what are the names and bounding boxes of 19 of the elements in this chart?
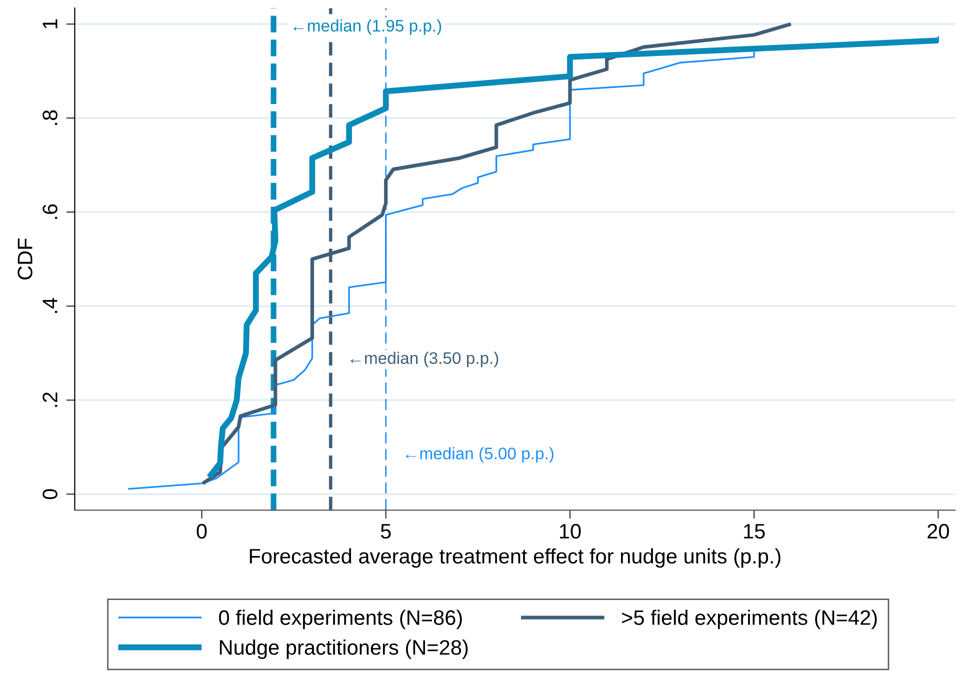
x-tick-label: 5 bbox=[380, 524, 391, 539]
y-tick-label: .6 bbox=[42, 204, 58, 219]
legend-label: >5 field experiments (N=42) bbox=[622, 610, 877, 630]
ref-line-label: ←median (1.95 p.p.) bbox=[294, 19, 442, 35]
y-tick-label: 0 bbox=[42, 489, 58, 500]
x-axis-title: Forecasted average treatment effect for nudge units (p.p.) bbox=[250, 548, 780, 568]
y-tick-label: .4 bbox=[42, 298, 58, 313]
y-tick-label: .8 bbox=[42, 110, 58, 125]
x-tick-label: 15 bbox=[744, 524, 765, 539]
y-tick-label: 1 bbox=[42, 19, 58, 28]
ref-line-label: ←median (5.00 p.p.) bbox=[406, 447, 554, 463]
legend-label: 0 field experiments (N=86) bbox=[219, 610, 462, 630]
x-tick-label: 10 bbox=[560, 524, 581, 539]
x-tick-label: 0 bbox=[196, 524, 207, 539]
y-tick-label: .2 bbox=[42, 392, 58, 407]
y-axis-title: CDF bbox=[18, 238, 32, 280]
legend-label: Nudge practitioners (N=28) bbox=[220, 640, 468, 659]
x-tick-label: 20 bbox=[928, 524, 949, 539]
ref-line-label: ←median (3.50 p.p.) bbox=[350, 352, 498, 368]
